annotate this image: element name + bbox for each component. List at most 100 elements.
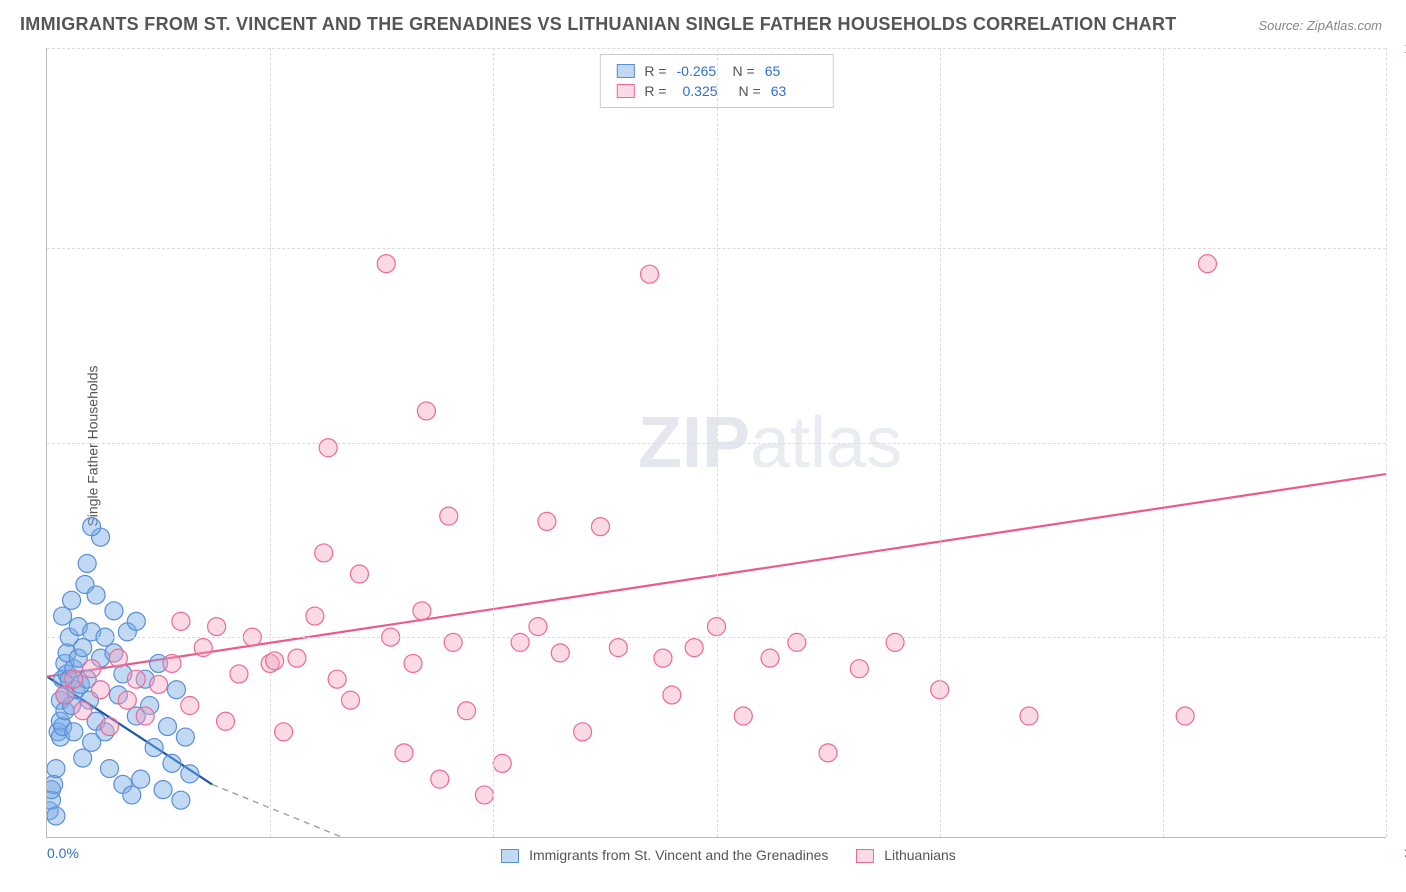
data-point	[69, 618, 87, 636]
data-point	[551, 644, 569, 662]
data-point	[136, 670, 154, 688]
legend: Immigrants from St. Vincent and the Gren…	[47, 847, 1386, 863]
data-point	[49, 723, 67, 741]
data-point	[58, 665, 76, 683]
data-point	[511, 633, 529, 651]
data-point	[194, 639, 212, 657]
data-point	[58, 644, 76, 662]
data-point	[63, 591, 81, 609]
legend-label: Immigrants from St. Vincent and the Gren…	[529, 847, 828, 863]
data-point	[47, 760, 65, 778]
n-label: N =	[739, 83, 761, 99]
r-value: 0.325	[683, 83, 729, 99]
swatch-icon	[501, 849, 519, 863]
data-point	[788, 633, 806, 651]
data-point	[83, 623, 101, 641]
r-label: R =	[644, 83, 666, 99]
data-point	[78, 554, 96, 572]
data-point	[315, 544, 333, 562]
data-point	[819, 744, 837, 762]
data-point	[181, 697, 199, 715]
gridline-v	[717, 48, 718, 837]
data-point	[76, 576, 94, 594]
data-point	[529, 618, 547, 636]
data-point	[80, 691, 98, 709]
r-label: R =	[644, 63, 666, 79]
data-point	[167, 681, 185, 699]
data-point	[51, 728, 69, 746]
swatch-icon	[616, 84, 634, 98]
data-point	[127, 707, 145, 725]
data-point	[96, 723, 114, 741]
data-point	[92, 649, 110, 667]
data-point	[63, 697, 81, 715]
data-point	[734, 707, 752, 725]
data-point	[685, 639, 703, 657]
data-point	[54, 670, 72, 688]
data-point	[1198, 255, 1216, 273]
data-point	[47, 781, 60, 799]
gridline-v	[493, 48, 494, 837]
data-point	[67, 681, 85, 699]
data-point	[141, 697, 159, 715]
data-point	[154, 781, 172, 799]
gridline-v	[270, 48, 271, 837]
data-point	[230, 665, 248, 683]
data-point	[105, 644, 123, 662]
data-point	[641, 265, 659, 283]
data-point	[306, 607, 324, 625]
data-point	[431, 770, 449, 788]
data-point	[118, 623, 136, 641]
data-point	[100, 760, 118, 778]
data-point	[886, 633, 904, 651]
data-point	[54, 607, 72, 625]
data-point	[109, 649, 127, 667]
data-point	[74, 639, 92, 657]
data-point	[172, 791, 190, 809]
data-point	[83, 660, 101, 678]
data-point	[163, 654, 181, 672]
data-point	[56, 686, 74, 704]
source-attribution: Source: ZipAtlas.com	[1258, 18, 1382, 33]
trendline	[47, 677, 212, 785]
data-point	[127, 670, 145, 688]
data-point	[132, 770, 150, 788]
data-point	[395, 744, 413, 762]
data-point	[1020, 707, 1038, 725]
data-point	[150, 654, 168, 672]
data-point	[54, 718, 72, 736]
data-point	[56, 686, 74, 704]
data-point	[163, 754, 181, 772]
data-point	[217, 712, 235, 730]
data-point	[65, 670, 83, 688]
data-point	[114, 775, 132, 793]
data-point	[288, 649, 306, 667]
data-point	[127, 612, 145, 630]
n-value: 65	[765, 63, 811, 79]
chart-title: IMMIGRANTS FROM ST. VINCENT AND THE GREN…	[20, 14, 1177, 35]
data-point	[105, 602, 123, 620]
data-point	[150, 675, 168, 693]
data-point	[71, 675, 89, 693]
data-point	[181, 765, 199, 783]
data-point	[145, 739, 163, 757]
data-point	[1176, 707, 1194, 725]
data-point	[417, 402, 435, 420]
data-point	[65, 723, 83, 741]
data-point	[65, 660, 83, 678]
n-label: N =	[733, 63, 755, 79]
data-point	[761, 649, 779, 667]
data-point	[266, 652, 284, 670]
data-point	[377, 255, 395, 273]
data-point	[83, 518, 101, 536]
data-point	[69, 649, 87, 667]
swatch-icon	[856, 849, 874, 863]
data-point	[78, 670, 96, 688]
data-point	[109, 686, 127, 704]
data-point	[60, 670, 78, 688]
data-point	[328, 670, 346, 688]
data-point	[404, 654, 422, 672]
data-point	[475, 786, 493, 804]
data-point	[47, 775, 63, 793]
data-point	[413, 602, 431, 620]
